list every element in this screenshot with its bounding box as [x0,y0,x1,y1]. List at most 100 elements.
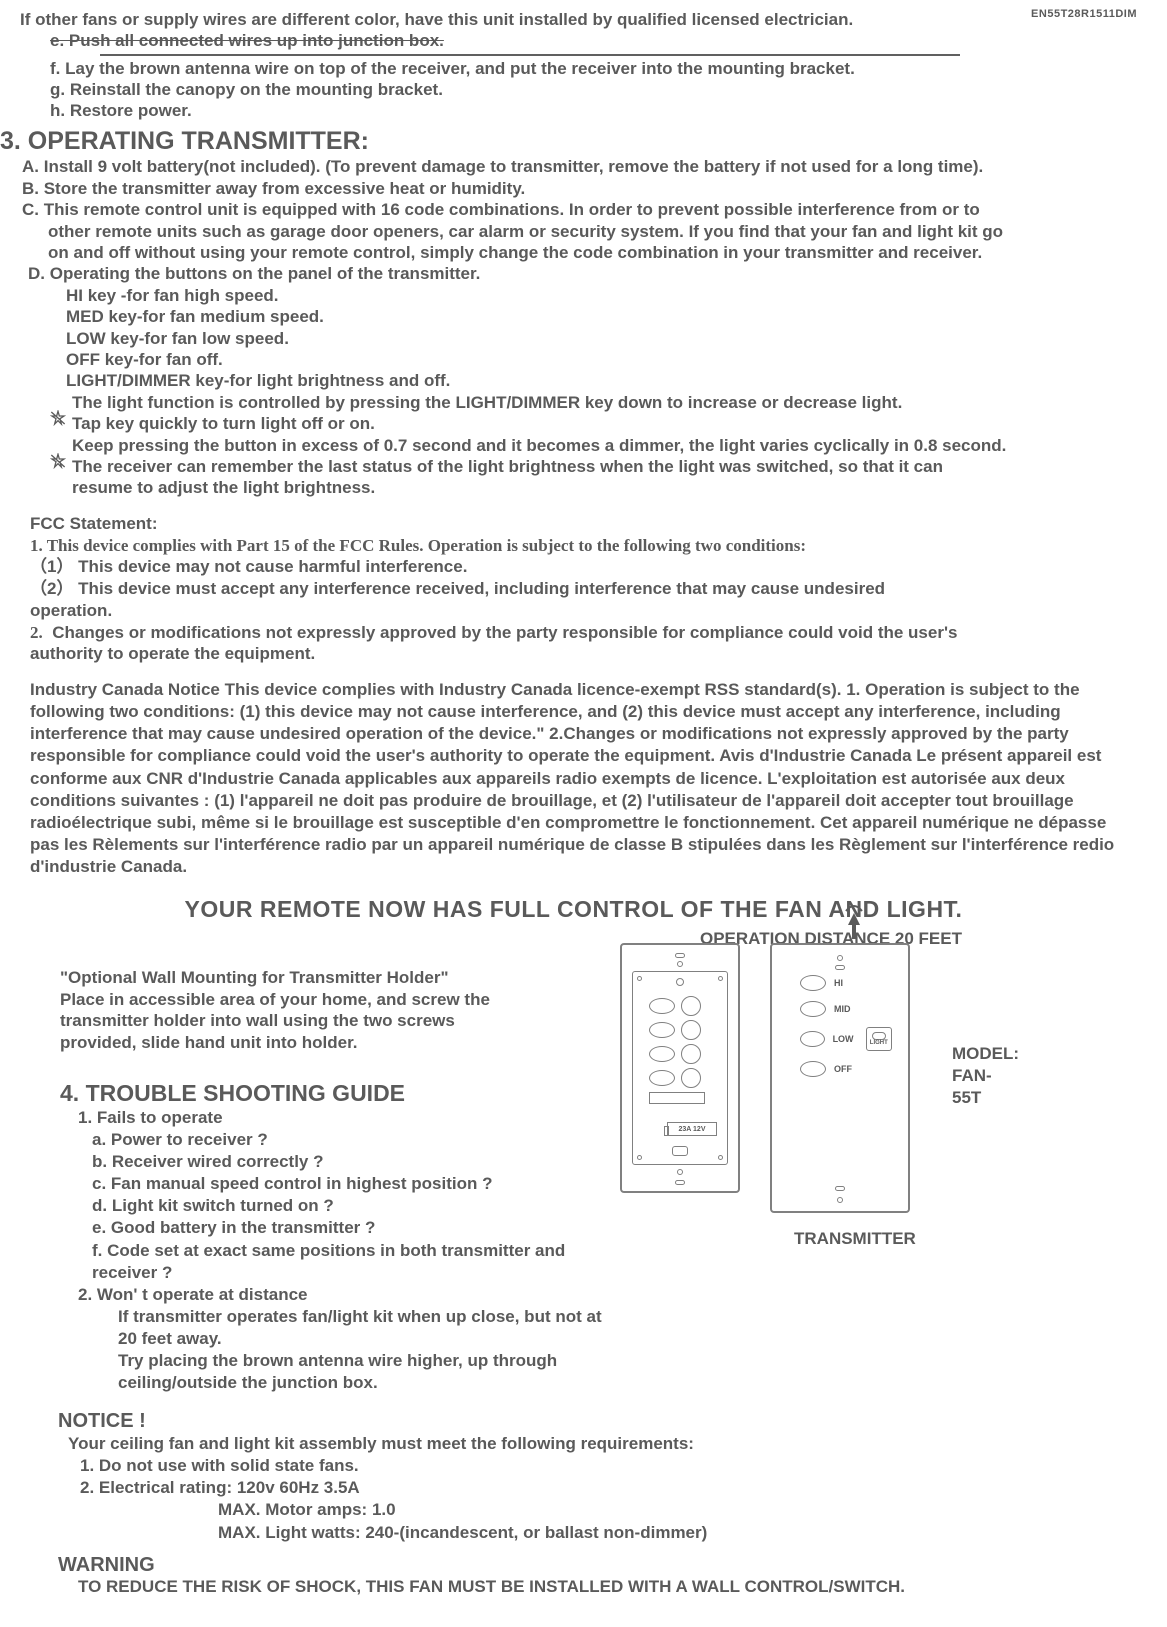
oval-button-icon [800,1061,826,1077]
transmitter-front-diagram: HI MID LOW LIGHT [770,943,910,1213]
s3-d-hi: HI key -for fan high speed. [66,285,1147,306]
battery-icon: 23A 12V [667,1122,717,1136]
mount-l1: "Optional Wall Mounting for Transmitter … [60,967,620,989]
hole-icon [677,1169,683,1175]
button-row [649,1044,701,1064]
screw-dot-icon [718,976,723,981]
ts-2b: Try placing the brown antenna wire highe… [118,1350,620,1394]
mount-l3: transmitter holder into wall using the t… [60,1010,620,1032]
ts-f: f. Code set at exact same positions in b… [92,1240,620,1284]
remote-back-diagram: 23A 12V [620,943,740,1193]
model-line1: MODEL: [952,1043,1019,1065]
intro-block: If other fans or supply wires are differ… [20,10,1147,121]
hole-icon [677,961,683,967]
light-led-icon [872,1032,886,1040]
hole-icon [837,1197,843,1203]
mid-label: MID [834,1004,851,1014]
notice-l3: 2. Electrical rating: 120v 60Hz 3.5A [80,1477,1147,1499]
screw-dot-icon [637,1155,642,1160]
transmit-arrow-icon [842,901,866,941]
fcc-l5: Changes or modifications not expressly a… [52,623,957,642]
screw-slot-icon [675,953,685,958]
s3-b: B. Store the transmitter away from exces… [22,178,1147,199]
intro-line-1: If other fans or supply wires are differ… [20,10,1147,30]
notice-l2: 1. Do not use with solid state fans. [80,1455,1147,1477]
ts-d: d. Light kit switch turned on ? [92,1195,620,1217]
full-control-heading: YOUR REMOTE NOW HAS FULL CONTROL OF THE … [0,896,1147,923]
ts-2a: If transmitter operates fan/light kit wh… [118,1306,620,1350]
s3-d-med: MED key-for fan medium speed. [66,306,1147,327]
intro-line-h: h. Restore power. [50,100,1147,121]
hole-icon [676,978,684,986]
hole-icon [837,955,843,961]
fcc-l2: （1） This device may not cause harmful in… [30,556,1140,578]
s3-c1: C. This remote control unit is equipped … [22,199,1147,220]
section-3-title: 3. OPERATING TRANSMITTER: [0,127,1147,156]
fcc-l6: authority to operate the equipment. [30,643,1140,665]
oval-button-icon [649,998,675,1014]
model-label: MODEL: FAN-55T [952,1043,1019,1109]
slot-icon [649,1092,705,1104]
screw-slot-icon [835,1186,845,1191]
intro-line-f: f. Lay the brown antenna wire on top of … [50,58,1147,79]
separator-line [100,54,960,56]
troubleshoot-body: 1. Fails to operate a. Power to receiver… [78,1107,620,1394]
light-button-icon: LIGHT [866,1027,892,1051]
off-label: OFF [834,1064,852,1074]
screw-dot-icon [637,976,642,981]
ts-c: c. Fan manual speed control in highest p… [92,1173,620,1195]
notice-body: Your ceiling fan and light kit assembly … [68,1433,1147,1543]
warning-body: TO REDUCE THE RISK OF SHOCK, THIS FAN MU… [78,1577,1147,1597]
ts-1: 1. Fails to operate [78,1107,620,1129]
button-row [649,1020,701,1040]
section-4-title: 4. TROUBLE SHOOTING GUIDE [60,1080,620,1107]
mount-l2: Place in accessible area of your home, a… [60,989,620,1011]
star-note-1: The light function is controlled by pres… [50,392,1147,435]
intro-line-g: g. Reinstall the canopy on the mounting … [50,79,1147,100]
round-button-icon [681,996,701,1016]
mid-row: MID [800,1001,892,1017]
star-icon [50,435,72,469]
plate-inner: HI MID LOW LIGHT [788,975,892,1181]
fcc-title: FCC Statement: [30,513,1140,535]
ts-b: b. Receiver wired correctly ? [92,1151,620,1173]
transmitter-label: TRANSMITTER [794,1229,916,1249]
notice-l1: Your ceiling fan and light kit assembly … [68,1433,1147,1455]
s3-a: A. Install 9 volt battery(not included).… [22,156,1147,177]
oval-button-icon [800,1031,825,1047]
round-button-icon [681,1068,701,1088]
star2-a: Keep pressing the button in excess of 0.… [72,435,1147,456]
warning-title: WARNING [58,1554,1147,1577]
button-row [649,1068,701,1088]
fcc-l4: operation. [30,600,1140,622]
button-row [649,996,701,1016]
notice-l5: MAX. Light watts: 240-(incandescent, or … [218,1522,1147,1544]
low-row: LOW LIGHT [800,1027,892,1051]
oval-button-icon [649,1022,675,1038]
ts-e: e. Good battery in the transmitter ? [92,1217,620,1239]
off-row: OFF [800,1061,892,1077]
mount-l4: provided, slide hand unit into holder. [60,1032,620,1054]
s3-d-low: LOW key-for fan low speed. [66,328,1147,349]
s3-d: D. Operating the buttons on the panel of… [28,263,1147,284]
star1-a: The light function is controlled by pres… [72,392,1147,413]
hi-row: HI [800,975,892,991]
clip-icon [672,1146,688,1156]
intro-line-e: e. Push all connected wires up into junc… [50,30,1147,51]
star-icon [50,392,72,426]
s3-c2: other remote units such as garage door o… [48,221,1147,242]
screw-slot-icon [835,965,845,970]
document-code: EN55T28R1511DIM [1031,8,1137,20]
fcc-l3: （2） This device must accept any interfer… [30,578,1140,600]
s3-d-off: OFF key-for fan off. [66,349,1147,370]
notice-title: NOTICE ! [58,1410,1147,1433]
star-note-2: Keep pressing the button in excess of 0.… [50,435,1147,499]
fcc-l1: 1. This device complies with Part 15 of … [30,536,806,555]
inner-panel: 23A 12V [632,971,728,1165]
round-button-icon [681,1044,701,1064]
s3-d-light: LIGHT/DIMMER key-for light brightness an… [66,370,1147,391]
notice-l4: MAX. Motor amps: 1.0 [218,1499,1147,1521]
oval-button-icon [800,1001,826,1017]
screw-dot-icon [718,1155,723,1160]
screw-slot-icon [675,1180,685,1185]
